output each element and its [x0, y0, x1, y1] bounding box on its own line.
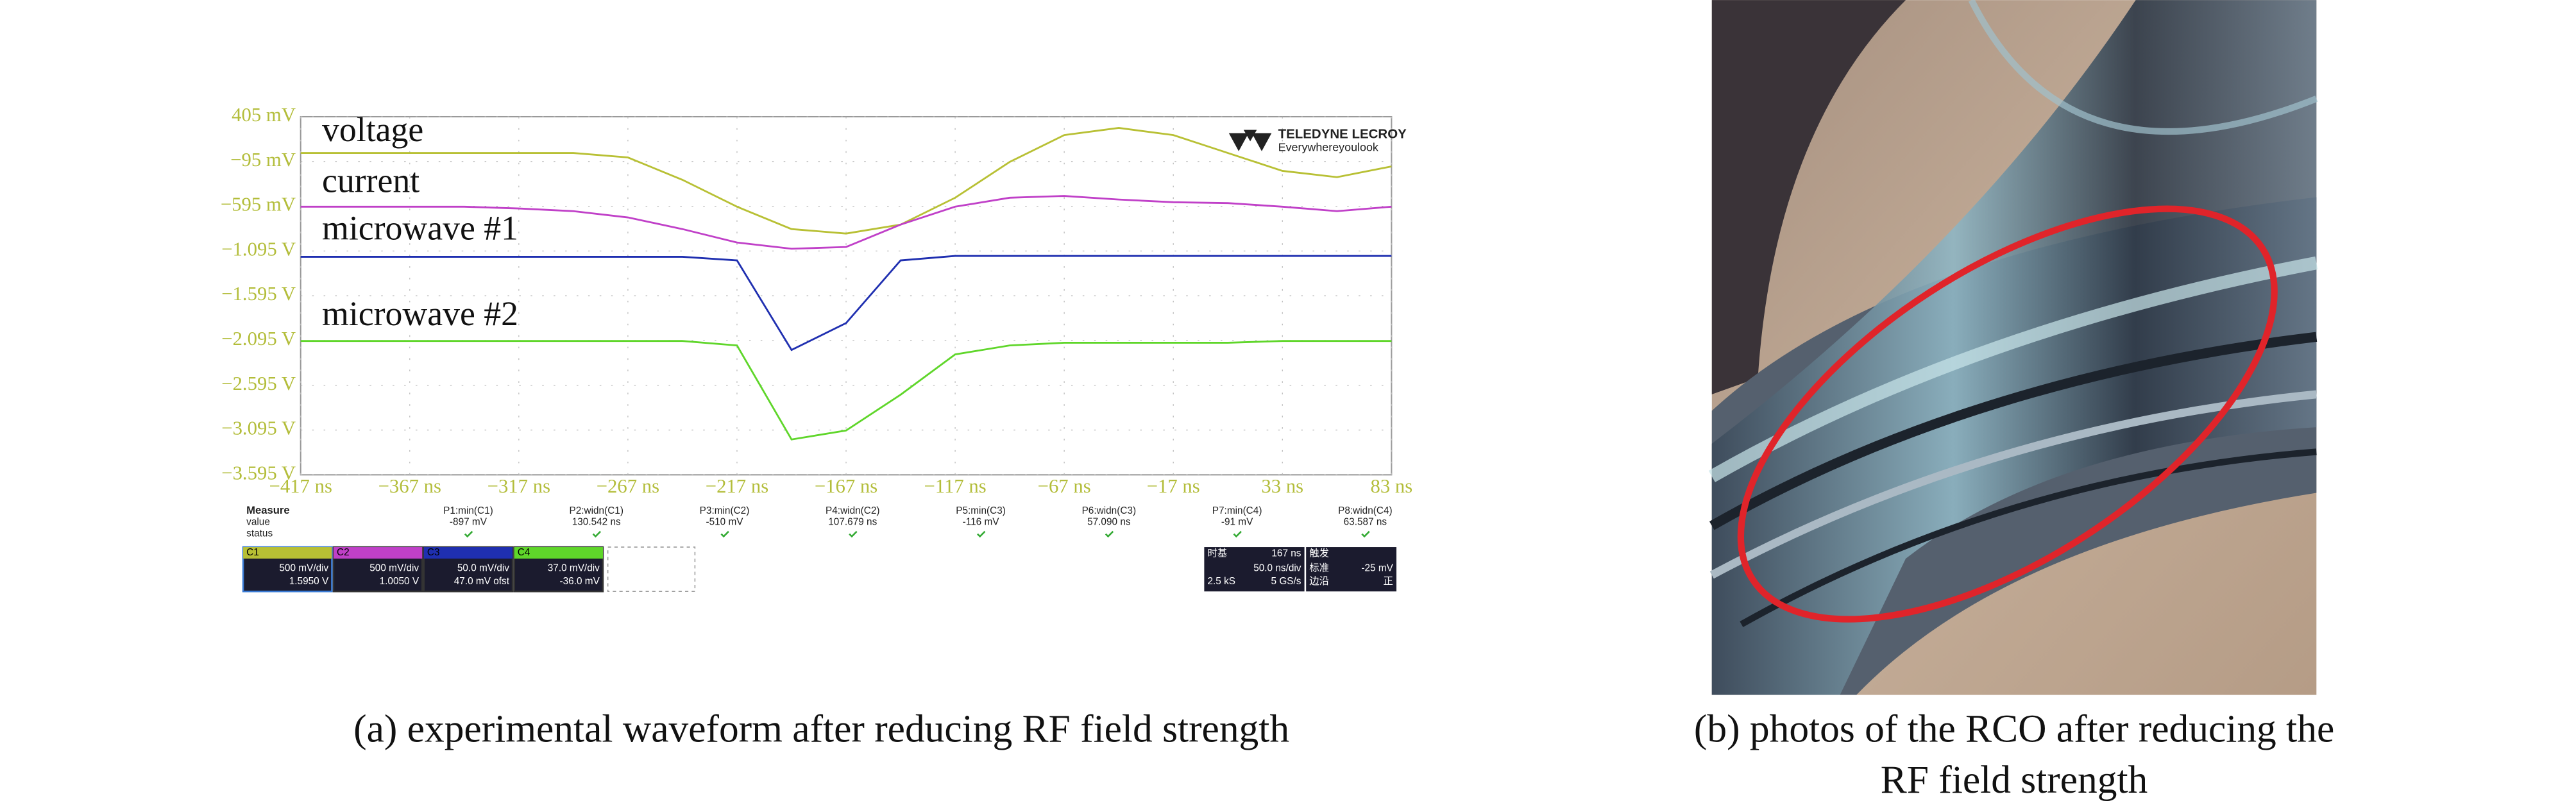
channel-offset: -36.0 mV: [560, 576, 600, 587]
y-tick-label: −2.595 V: [221, 373, 296, 394]
status-check: [849, 530, 858, 538]
channel-offset: 1.0050 V: [380, 576, 419, 587]
trace-label: microwave #1: [322, 209, 518, 248]
channel-name: C3: [427, 547, 440, 558]
caption: RF field strength: [1881, 758, 2148, 802]
trigger-level: -25 mV: [1361, 562, 1393, 573]
measure-name: P6:widn(C3): [1082, 505, 1137, 516]
logo-mark: [1228, 130, 1272, 151]
channel-scale: 500 mV/div: [369, 562, 419, 573]
channel-scale: 50.0 mV/div: [457, 562, 509, 573]
logo: TELEDYNE LECROY: [1278, 127, 1407, 142]
channel-header: [423, 547, 513, 559]
measure-name: P7:min(C4): [1212, 505, 1262, 516]
status-check: [464, 530, 473, 538]
x-tick-label: 33 ns: [1261, 475, 1303, 497]
measure-name: P1:min(C1): [443, 505, 493, 516]
measure-name: P4:widn(C2): [826, 505, 880, 516]
measure-name: P3:min(C2): [700, 505, 750, 516]
traces: [300, 127, 1392, 441]
channel-scale: 37.0 mV/div: [548, 562, 600, 573]
channel-scale: 500 mV/div: [279, 562, 328, 573]
measure-name: P8:widn(C4): [1338, 505, 1393, 516]
status-check: [977, 530, 986, 538]
x-tick-label: 83 ns: [1370, 475, 1412, 497]
x-tick-label: −167 ns: [815, 475, 877, 497]
trace: [300, 127, 1392, 235]
status-check: [720, 530, 729, 538]
channel-offset: 1.5950 V: [289, 576, 329, 587]
trigger-label: 触发: [1309, 547, 1329, 559]
measure-value: 107.679 ns: [828, 517, 877, 528]
timebase-label: 时基: [1208, 547, 1228, 559]
measure-name: P5:min(C3): [956, 505, 1006, 516]
channel-offset: 47.0 mV ofst: [454, 576, 510, 587]
y-tick-label: −1.595 V: [221, 283, 296, 305]
status-header: status: [246, 528, 273, 539]
y-tick-label: −3.095 V: [221, 418, 296, 439]
measure-value: -91 mV: [1221, 517, 1253, 528]
caption: (b) photos of the RCO after reducing the: [1694, 707, 2334, 751]
empty-slot: [607, 546, 696, 592]
timebase-rate: 5 GS/s: [1271, 576, 1301, 587]
measure-value: -897 mV: [450, 517, 487, 528]
trace: [300, 195, 1392, 250]
y-tick-label: 405 mV: [232, 104, 296, 126]
channel-header: [333, 547, 423, 559]
trace-label: voltage: [322, 110, 423, 149]
status-check: [1233, 530, 1242, 538]
trigger-type: 边沿: [1309, 575, 1329, 587]
logo-tagline: Everywhereyoulook: [1278, 140, 1378, 153]
value-header: value: [246, 517, 270, 528]
x-tick-label: −67 ns: [1038, 475, 1091, 497]
measure-name: P2:widn(C1): [569, 505, 623, 516]
x-tick-label: −217 ns: [706, 475, 768, 497]
trigger-box: [1306, 547, 1397, 592]
timebase-scale: 50.0 ns/div: [1253, 562, 1301, 573]
measure-header: Measure: [246, 504, 289, 516]
trigger-mode: 标准: [1309, 562, 1329, 573]
timebase-box: [1204, 547, 1305, 592]
y-tick-label: −595 mV: [221, 194, 296, 215]
status-check: [1361, 530, 1370, 538]
timebase-delay: 167 ns: [1271, 548, 1301, 559]
y-tick-label: −95 mV: [230, 149, 296, 171]
x-tick-label: −367 ns: [378, 475, 441, 497]
x-tick-label: −117 ns: [924, 475, 986, 497]
trigger-slope: 正: [1384, 576, 1393, 587]
x-tick-label: −417 ns: [269, 475, 332, 497]
measure-value: 63.587 ns: [1344, 517, 1387, 528]
channel-header: [514, 547, 603, 559]
trace: [300, 255, 1392, 351]
caption: (a) experimental waveform after reducing…: [353, 707, 1289, 751]
channel-header: [243, 547, 332, 559]
status-check: [592, 530, 602, 538]
measure-value: -116 mV: [963, 517, 1000, 528]
grid: [300, 116, 1392, 475]
x-tick-label: −267 ns: [597, 475, 659, 497]
channel-name: C1: [246, 547, 259, 558]
measure-value: -510 mV: [706, 517, 743, 528]
photo: [1708, 0, 2318, 695]
measure-value: 57.090 ns: [1087, 517, 1131, 528]
trace: [300, 340, 1392, 441]
trace-label: microwave #2: [322, 294, 518, 333]
channel-name: C4: [518, 547, 530, 558]
channel-name: C2: [337, 547, 350, 558]
y-tick-label: −1.095 V: [221, 238, 296, 260]
trace-label: current: [322, 161, 419, 199]
measure-value: 130.542 ns: [572, 517, 621, 528]
timebase-samples: 2.5 kS: [1208, 576, 1236, 587]
status-check: [1105, 530, 1114, 538]
y-tick-label: −2.095 V: [221, 328, 296, 350]
x-tick-label: −17 ns: [1147, 475, 1200, 497]
y-tick-label: −3.595 V: [221, 462, 296, 484]
x-tick-label: −317 ns: [487, 475, 550, 497]
